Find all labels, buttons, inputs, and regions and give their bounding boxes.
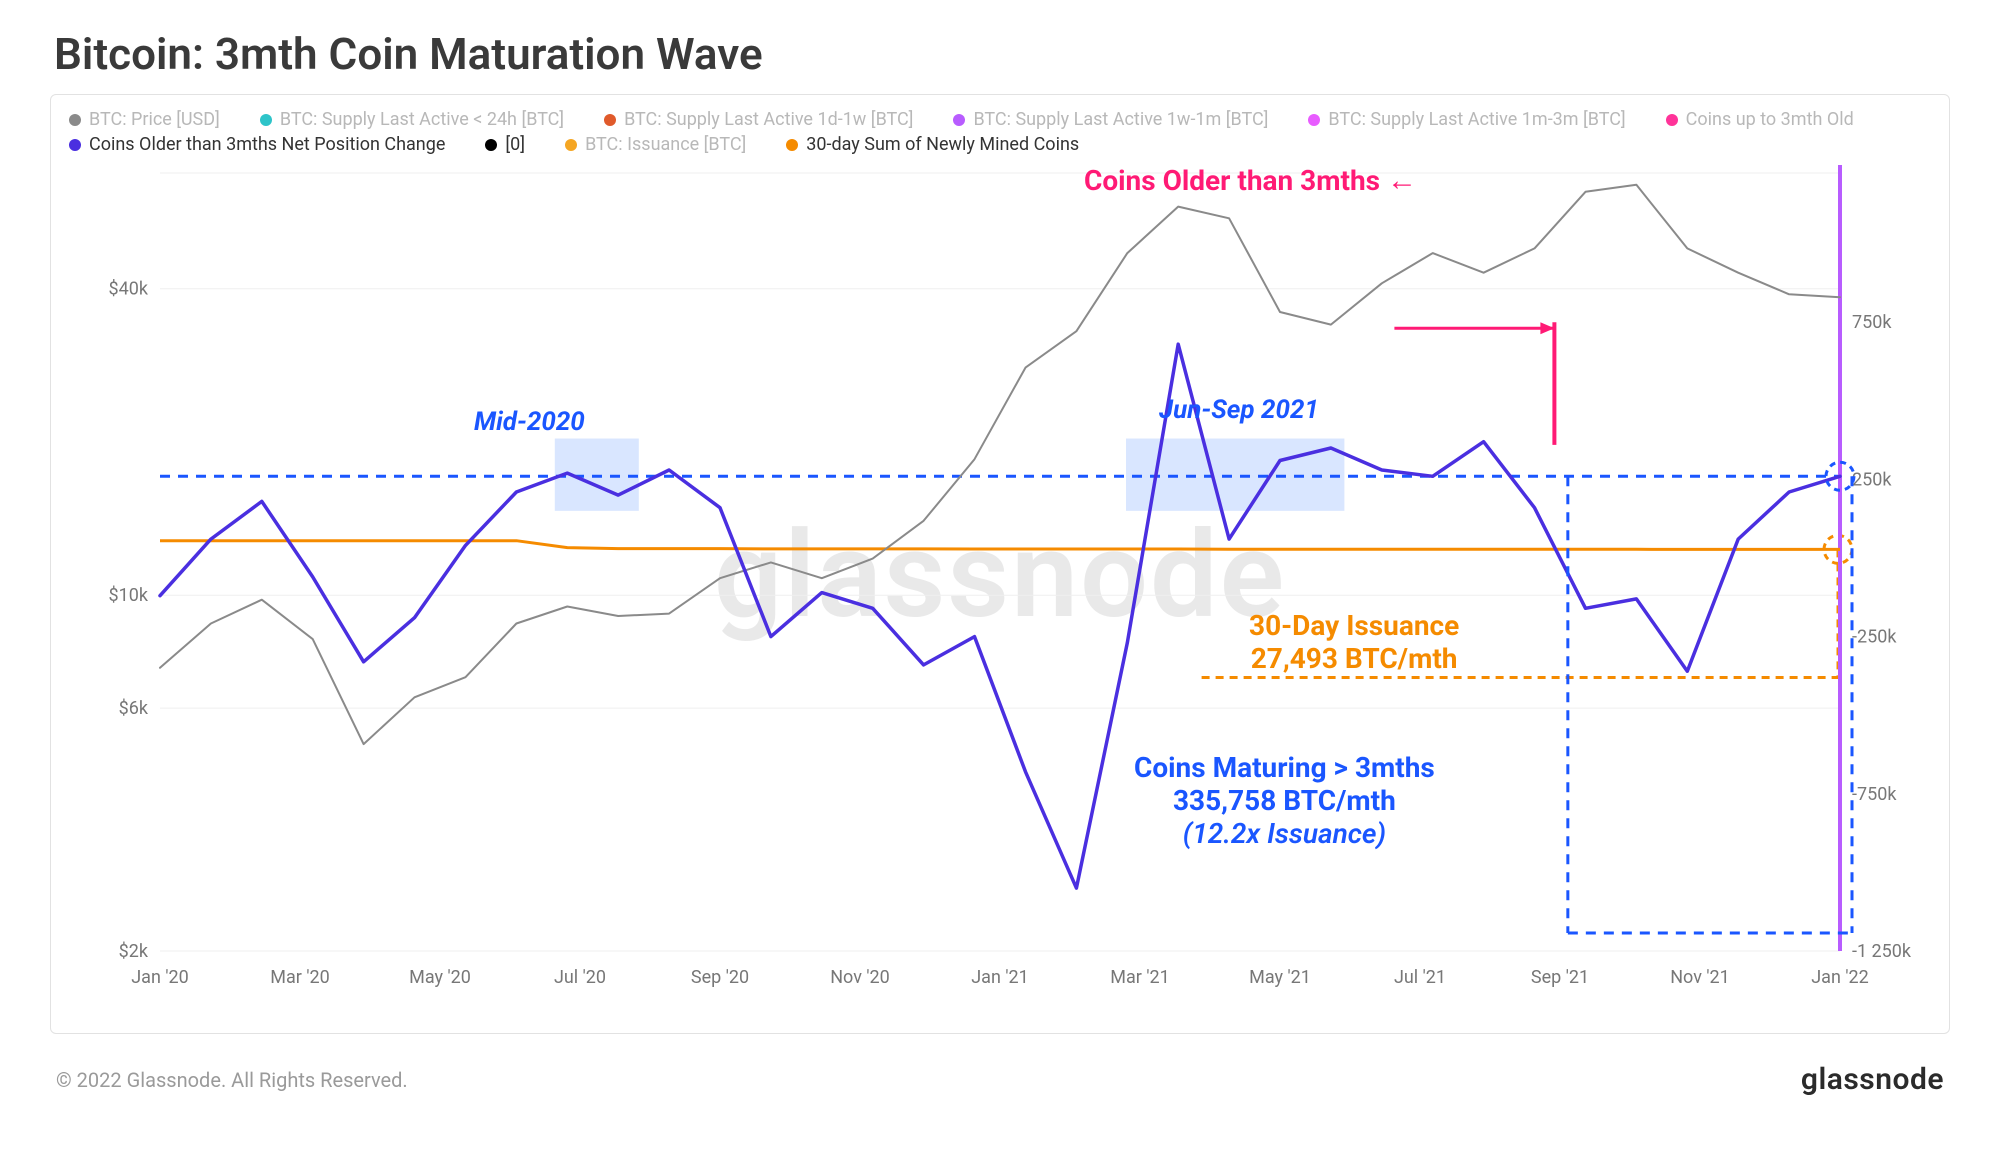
legend-label: Coins up to 3mth Old (1686, 109, 1854, 130)
svg-text:Sep '20: Sep '20 (691, 967, 749, 988)
svg-text:-1 250k: -1 250k (1852, 941, 1912, 962)
legend-item[interactable]: Coins up to 3mth Old (1666, 109, 1854, 130)
legend-label: 30-day Sum of Newly Mined Coins (806, 134, 1079, 155)
svg-text:250k: 250k (1852, 469, 1892, 490)
legend-item[interactable]: 30-day Sum of Newly Mined Coins (786, 134, 1079, 155)
chart-svg: $2k $6k $10k $40k -1 250k -750k -250k 250k 750k J… (69, 161, 1931, 991)
legend-dot-icon (260, 114, 272, 126)
chart-title: Bitcoin: 3mth Coin Maturation Wave (54, 28, 1950, 80)
svg-text:$2k: $2k (119, 941, 149, 962)
svg-text:May '21: May '21 (1249, 967, 1311, 988)
legend-item[interactable]: BTC: Supply Last Active 1w-1m [BTC] (953, 109, 1268, 130)
svg-text:$6k: $6k (119, 698, 149, 719)
svg-text:Mar '21: Mar '21 (1110, 967, 1169, 988)
legend-dot-icon (1666, 114, 1678, 126)
legend-dot-icon (786, 139, 798, 151)
legend: BTC: Price [USD] BTC: Supply Last Active … (69, 109, 1931, 155)
legend-label: BTC: Supply Last Active 1d-1w [BTC] (624, 109, 913, 130)
page-root: Bitcoin: 3mth Coin Maturation Wave BTC: … (0, 0, 2000, 1152)
legend-item[interactable]: [0] (485, 134, 525, 155)
legend-item[interactable]: BTC: Supply Last Active 1m-3m [BTC] (1308, 109, 1625, 130)
legend-label: [0] (505, 134, 525, 155)
legend-dot-icon (1308, 114, 1320, 126)
svg-text:$40k: $40k (109, 279, 149, 300)
legend-dot-icon (604, 114, 616, 126)
svg-text:Jul '20: Jul '20 (554, 967, 606, 988)
legend-label: BTC: Supply Last Active 1m-3m [BTC] (1328, 109, 1625, 130)
svg-text:-750k: -750k (1852, 784, 1897, 805)
plot-area: glassnode $2k$6k$10k$40k-1 250k-750k-250… (69, 161, 1931, 991)
legend-item[interactable]: BTC: Supply Last Active 1d-1w [BTC] (604, 109, 913, 130)
legend-dot-icon (69, 139, 81, 151)
legend-dot-icon (69, 114, 81, 126)
legend-dot-icon (953, 114, 965, 126)
footer: © 2022 Glassnode. All Rights Reserved. g… (50, 1062, 1950, 1097)
svg-text:Jan '22: Jan '22 (1811, 967, 1869, 988)
legend-dot-icon (565, 139, 577, 151)
legend-item[interactable]: Coins Older than 3mths Net Position Chan… (69, 134, 445, 155)
brand-logo: glassnode (1801, 1062, 1944, 1097)
svg-text:Nov '21: Nov '21 (1670, 967, 1730, 988)
svg-text:$10k: $10k (109, 585, 149, 606)
svg-text:Nov '20: Nov '20 (830, 967, 890, 988)
svg-text:Jan '20: Jan '20 (131, 967, 189, 988)
svg-text:Jan '21: Jan '21 (971, 967, 1029, 988)
svg-text:-250k: -250k (1852, 627, 1897, 648)
legend-label: BTC: Supply Last Active < 24h [BTC] (280, 109, 564, 130)
copyright-text: © 2022 Glassnode. All Rights Reserved. (56, 1068, 408, 1092)
legend-dot-icon (485, 139, 497, 151)
chart-frame: BTC: Price [USD] BTC: Supply Last Active … (50, 94, 1950, 1034)
svg-text:Sep '21: Sep '21 (1531, 967, 1589, 988)
svg-text:Jul '21: Jul '21 (1394, 967, 1446, 988)
legend-item[interactable]: BTC: Price [USD] (69, 109, 220, 130)
legend-label: Coins Older than 3mths Net Position Chan… (89, 134, 445, 155)
svg-text:750k: 750k (1852, 312, 1892, 333)
legend-label: BTC: Price [USD] (89, 109, 220, 130)
svg-text:May '20: May '20 (409, 967, 471, 988)
svg-text:Mar '20: Mar '20 (270, 967, 329, 988)
legend-label: BTC: Supply Last Active 1w-1m [BTC] (973, 109, 1268, 130)
legend-item[interactable]: BTC: Issuance [BTC] (565, 134, 746, 155)
legend-item[interactable]: BTC: Supply Last Active < 24h [BTC] (260, 109, 564, 130)
legend-label: BTC: Issuance [BTC] (585, 134, 746, 155)
